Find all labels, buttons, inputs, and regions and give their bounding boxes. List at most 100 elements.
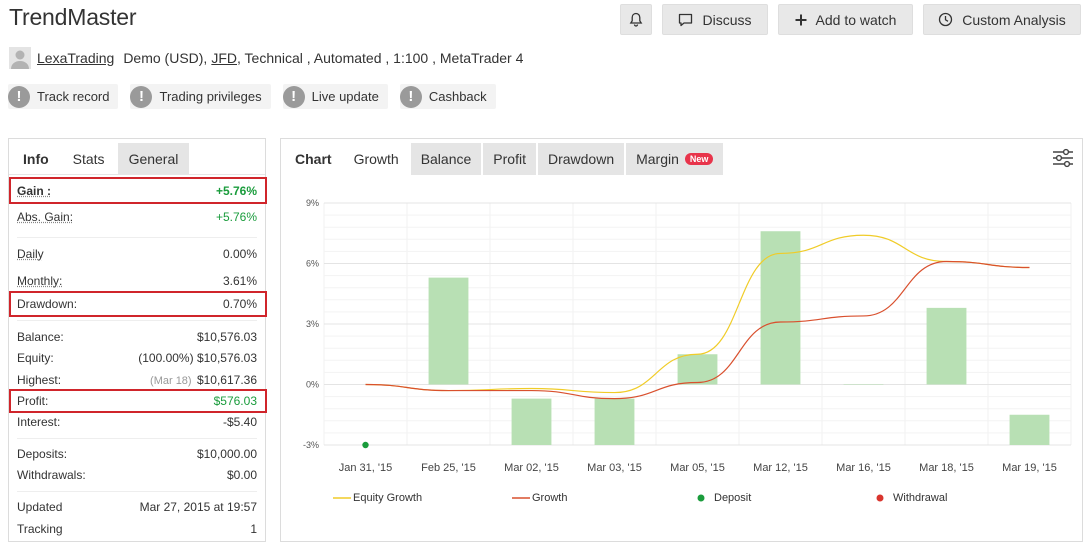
- legend-line-icon: [333, 497, 351, 499]
- exclamation-icon: !: [130, 85, 153, 108]
- tracking-label: Tracking: [17, 522, 63, 536]
- deposits-value: $10,000.00: [196, 447, 257, 461]
- growth-bar: [594, 398, 635, 445]
- profit-row: Profit: $576.03: [17, 391, 257, 411]
- highest-row: Highest: (Mar 18) $10,617.36: [17, 370, 257, 390]
- plus-icon: [795, 14, 807, 25]
- badge-live-update[interactable]: ! Live update: [282, 84, 388, 109]
- discuss-label: Discuss: [702, 11, 752, 28]
- abs-gain-row: Abs. Gain: +5.76%: [17, 207, 257, 227]
- y-tick-label: -3%: [303, 440, 319, 450]
- tab-profit[interactable]: Profit: [483, 143, 536, 175]
- account-owner-row: LexaTrading Demo (USD), JFD , Technical …: [9, 46, 523, 70]
- growth-bar: [1009, 414, 1050, 445]
- add-to-watch-button[interactable]: Add to watch: [778, 4, 913, 35]
- legend-dot-icon: [876, 494, 884, 502]
- clock-icon: [939, 12, 953, 27]
- drawdown-row: Drawdown: 0.70%: [17, 294, 257, 314]
- x-tick-label: Mar 05, '15: [670, 462, 725, 474]
- withdrawals-label: Withdrawals:: [17, 468, 86, 482]
- highest-date: (Mar 18): [150, 375, 192, 387]
- x-tick-label: Mar 03, '15: [587, 462, 642, 474]
- monthly-row: Monthly: 3.61%: [17, 271, 257, 291]
- x-tick-label: Mar 18, '15: [919, 462, 974, 474]
- updated-row: Updated Mar 27, 2015 at 19:57: [17, 497, 257, 517]
- page-title: TrendMaster: [9, 4, 137, 30]
- badge-trading-privileges[interactable]: ! Trading privileges: [130, 84, 271, 109]
- tab-general[interactable]: General: [117, 143, 190, 174]
- balance-value: $10,576.03: [196, 330, 257, 344]
- monthly-label[interactable]: Monthly:: [17, 274, 63, 288]
- custom-analysis-label: Custom Analysis: [962, 11, 1066, 28]
- legend-growth[interactable]: Growth: [512, 492, 567, 504]
- withdrawals-value: $0.00: [226, 468, 257, 482]
- equity-label: Equity:: [17, 351, 54, 365]
- bell-icon: [629, 12, 643, 27]
- y-tick-label: 0%: [306, 380, 319, 390]
- x-tick-label: Mar 02, '15: [504, 462, 559, 474]
- chart-tabs: Chart Growth Balance Profit Drawdown Mar…: [285, 143, 725, 175]
- chat-icon: [679, 13, 693, 26]
- equity-row: Equity: (100.00%) $10,576.03: [17, 348, 257, 368]
- tab-margin[interactable]: Margin New: [626, 143, 724, 175]
- updated-label: Updated: [17, 500, 63, 514]
- badge-track-record[interactable]: ! Track record: [8, 84, 119, 109]
- highest-label: Highest:: [17, 373, 62, 387]
- chart-settings-button[interactable]: [1052, 147, 1074, 169]
- equity-growth-line: [365, 234, 1030, 394]
- x-tick-label: Feb 25, '15: [421, 462, 476, 474]
- updated-value: Mar 27, 2015 at 19:57: [139, 500, 257, 514]
- deposit-point: [362, 441, 369, 449]
- legend-equity-growth[interactable]: Equity Growth: [333, 492, 422, 504]
- custom-analysis-button[interactable]: Custom Analysis: [923, 4, 1081, 35]
- sliders-icon: [1053, 148, 1073, 168]
- abs-gain-value: +5.76%: [215, 210, 257, 224]
- growth-bar: [760, 231, 801, 385]
- deposits-label: Deposits:: [17, 447, 68, 461]
- highest-value: $10,617.36: [196, 373, 257, 387]
- tab-chart[interactable]: Chart: [285, 143, 342, 175]
- badge-cashback[interactable]: ! Cashback: [399, 84, 496, 109]
- account-details: , Technical , Automated , 1:100 , MetaTr…: [237, 50, 524, 66]
- tab-drawdown[interactable]: Drawdown: [537, 143, 625, 175]
- equity-value: $10,576.03: [196, 351, 257, 365]
- exclamation-icon: !: [399, 85, 422, 108]
- daily-value: 0.00%: [222, 247, 257, 261]
- y-tick-label: 6%: [306, 259, 319, 269]
- abs-gain-label[interactable]: Abs. Gain:: [17, 210, 74, 224]
- growth-bar: [926, 307, 967, 385]
- legend-line-icon: [512, 497, 530, 499]
- growth-bar: [511, 398, 552, 445]
- legend-withdrawal[interactable]: Withdrawal: [875, 492, 947, 504]
- avatar: [9, 47, 31, 69]
- account-stats-panel: Info Stats General Gain : +5.76% Abs. Ga…: [8, 138, 267, 542]
- gain-row: Gain : +5.76%: [17, 181, 257, 201]
- owner-link[interactable]: LexaTrading: [37, 50, 115, 66]
- daily-row: Daily 0.00%: [17, 244, 257, 264]
- drawdown-value: 0.70%: [222, 297, 257, 311]
- exclamation-icon: !: [282, 85, 305, 108]
- broker-link[interactable]: JFD: [211, 50, 237, 66]
- add-to-watch-label: Add to watch: [815, 11, 897, 28]
- balance-row: Balance: $10,576.03: [17, 327, 257, 347]
- account-type: Demo (USD),: [123, 50, 208, 66]
- tab-stats[interactable]: Stats: [61, 143, 116, 174]
- legend-deposit[interactable]: Deposit: [696, 492, 751, 504]
- daily-label[interactable]: Daily: [17, 247, 44, 261]
- interest-row: Interest: -$5.40: [17, 412, 257, 432]
- monthly-value: 3.61%: [222, 274, 257, 288]
- profit-value: $576.03: [213, 394, 257, 408]
- chart-panel: Chart Growth Balance Profit Drawdown Mar…: [280, 138, 1083, 542]
- gain-label[interactable]: Gain :: [17, 184, 52, 198]
- y-tick-label: 3%: [306, 319, 319, 329]
- tab-balance[interactable]: Balance: [410, 143, 482, 175]
- tab-growth[interactable]: Growth: [343, 143, 409, 175]
- tab-info[interactable]: Info: [12, 143, 60, 174]
- balance-label: Balance:: [17, 330, 64, 344]
- tracking-row: Tracking 1: [17, 519, 257, 539]
- growth-chart: 9% 6% 3% 0% -3% Jan 31, '15 Feb 25, '15 Mar 02,…: [303, 198, 1072, 474]
- x-tick-label: Mar 12, '15: [753, 462, 808, 474]
- profit-label: Profit:: [17, 394, 49, 408]
- discuss-button[interactable]: Discuss: [662, 4, 768, 35]
- notify-button[interactable]: [620, 4, 652, 35]
